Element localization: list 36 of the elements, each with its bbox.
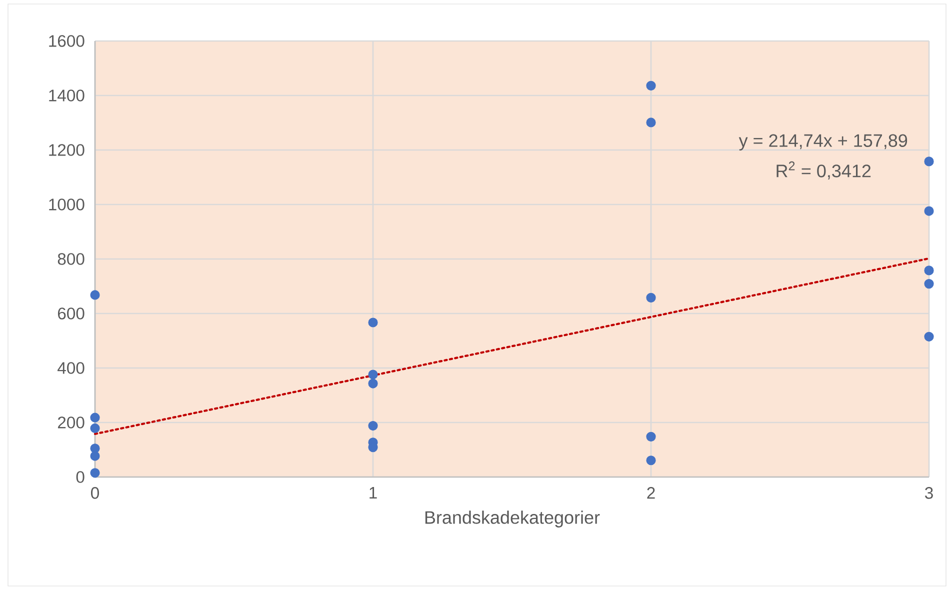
y-tick-label: 1400: [49, 90, 84, 102]
point: [924, 156, 934, 166]
point: [924, 332, 934, 342]
y-tick-label: 0: [76, 471, 84, 483]
point: [368, 318, 378, 328]
annotation: y = 214,74x + 157,89: [738, 134, 908, 151]
point: [90, 412, 100, 422]
x-tick-label: 2: [647, 487, 655, 499]
y-tick-label: 200: [58, 416, 84, 428]
x-tick-label: 0: [91, 487, 99, 499]
y-tick-label: 400: [58, 362, 84, 374]
x-tick-label: 1: [370, 487, 377, 499]
y-tick-label: 1200: [49, 144, 84, 156]
point: [368, 420, 378, 431]
point: [646, 118, 656, 128]
y-tick-label: 1000: [49, 198, 84, 210]
point: [924, 278, 934, 289]
point: [646, 432, 656, 442]
point: [90, 468, 100, 478]
point: [368, 370, 378, 380]
y-tick-label: 600: [58, 308, 84, 320]
point: [90, 451, 100, 461]
point: [646, 80, 656, 90]
point: [90, 423, 100, 434]
x-tick-label: 3: [924, 487, 933, 499]
point: [646, 456, 656, 466]
point: [90, 444, 100, 454]
y-tick-label: 1600: [49, 35, 84, 47]
annotation: R$^{2}$ = 0,3412: [776, 161, 871, 180]
point: [924, 266, 934, 276]
point: [646, 292, 656, 302]
point: [924, 206, 934, 216]
x-axis-title: Brandskadekategorier: [425, 510, 600, 528]
y-tick-label: 800: [58, 253, 84, 265]
point: [368, 378, 378, 388]
point: [90, 290, 100, 300]
